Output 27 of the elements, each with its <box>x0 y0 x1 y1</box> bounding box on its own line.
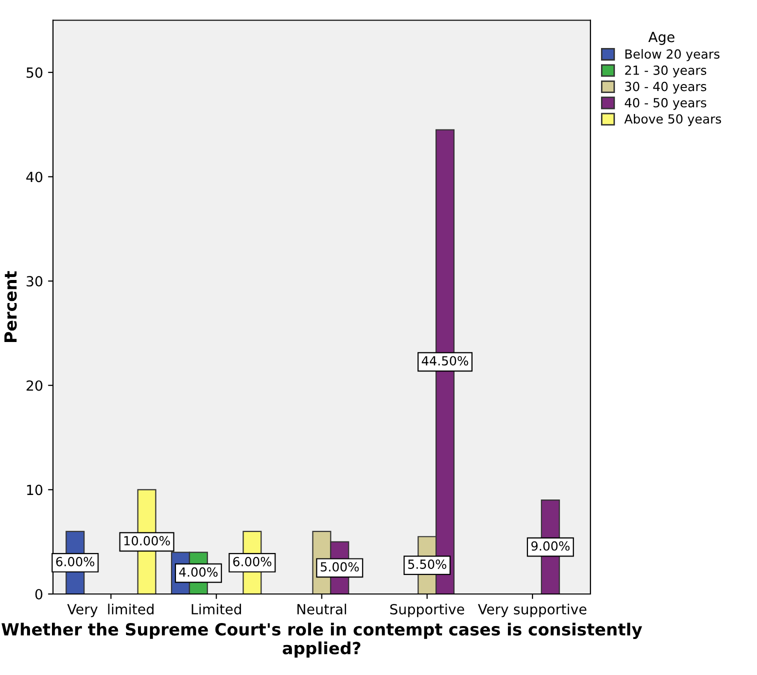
y-axis-title: Percent <box>4 271 17 342</box>
legend-label: 21 - 30 years <box>625 66 706 78</box>
data-label: 9.00% <box>531 541 570 551</box>
x-tick-label: Supportive <box>390 604 464 618</box>
legend-title: Age <box>648 32 674 45</box>
legend-label: Below 20 years <box>625 49 720 62</box>
data-label: 44.50% <box>422 356 468 366</box>
y-tick-label: 40 <box>26 172 42 182</box>
y-tick-label: 10 <box>27 484 42 496</box>
data-label: 6.00% <box>56 556 94 566</box>
y-tick-label: 20 <box>26 380 42 391</box>
legend-label: 30 - 40 years <box>625 82 706 94</box>
y-tick-label: 50 <box>26 67 42 78</box>
data-label: 5.00% <box>320 562 359 572</box>
data-label: 6.00% <box>233 556 272 566</box>
x-tick-label: Limited <box>192 604 241 614</box>
legend-label: Above 50 years <box>624 114 722 126</box>
data-label: 10.00% <box>124 536 170 546</box>
legend-label: 40 - 50 years <box>624 98 706 110</box>
x-tick-label: Very limited <box>67 604 154 618</box>
data-label: 4.00% <box>179 567 218 577</box>
x-tick-label: Very supportive <box>478 604 586 618</box>
y-tick-label: 0 <box>35 588 42 600</box>
data-label: 5.50% <box>408 559 446 569</box>
x-axis-title: Whether the Supreme Court's role in contempt cases is consistently applied? <box>2 622 642 658</box>
y-tick-label: 30 <box>26 276 42 287</box>
x-tick-label: Neutral <box>297 604 346 614</box>
